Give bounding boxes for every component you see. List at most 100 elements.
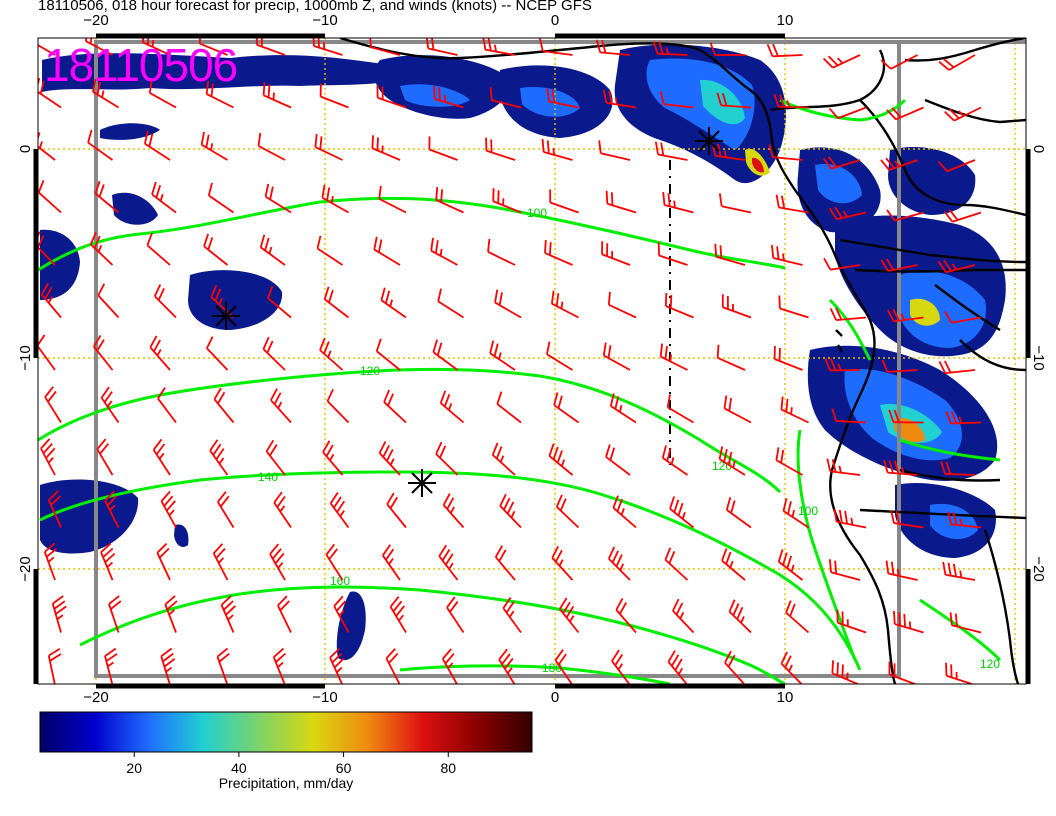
wind-barb [383,389,407,424]
wind-barb [269,543,286,581]
wind-barb [40,282,62,319]
wind-barb [380,287,407,319]
map-title: 18110506, 018 hour forecast for precip, … [38,0,592,14]
border-line [983,529,1020,684]
wind-barb [554,649,573,684]
wind-barb [886,209,924,222]
wind-barb [831,660,860,684]
wind-barb [716,344,746,371]
wind-barb [148,79,177,109]
wind-barb [721,294,752,319]
lat-tick-right: 0 [1030,145,1047,153]
wind-barb [160,490,177,528]
wind-barb [775,194,809,214]
wind-barb [38,132,56,161]
wind-barb [40,438,56,476]
wind-barb [880,54,918,70]
wind-barb [945,410,982,425]
wind-barb [888,661,918,684]
wind-barb [38,77,62,109]
wind-barb [92,78,119,109]
wind-barb [555,494,580,529]
wind-barb [880,157,918,171]
precip-area [174,524,189,547]
wind-barb [439,390,465,424]
wind-barb [97,283,120,319]
star-marker [212,302,240,330]
wind-barb [43,542,58,581]
wind-barb [499,493,522,529]
wind-barb [718,193,752,214]
wind-barb [108,595,122,633]
wind-barb [836,609,867,634]
precip-area [188,270,283,330]
wind-barb [44,386,62,423]
wind-barb [944,106,982,122]
wind-barb [38,231,56,266]
wind-barb [826,458,861,476]
wind-barb [831,408,867,424]
wind-barb [151,181,177,214]
colorbar-ticks: 20 40 60 80 [126,752,456,776]
wind-barb [886,106,924,121]
wind-barb [949,612,982,634]
wind-barb [220,595,236,633]
wind-barb [433,85,464,109]
wind-barb [937,159,976,173]
wind-barb [371,135,401,161]
lon-tick-bottom: −20 [83,689,108,706]
wind-barb [322,440,344,476]
wind-barb [435,441,459,476]
wind-barb [375,338,401,371]
wind-barb [213,387,235,424]
wind-barb [550,290,579,319]
wind-barb [544,240,573,266]
wind-barb [435,187,464,214]
wind-barb [724,650,746,684]
wind-barb [494,545,516,581]
wind-barb [602,342,631,371]
wind-barb [87,129,114,161]
wind-barb [146,232,171,266]
wind-barb [373,236,401,266]
wind-barb [937,259,976,274]
wind-barb [100,542,116,581]
wind-barb [84,38,113,56]
wind-barb [425,38,458,56]
wind-barb [718,446,746,476]
wind-barb [273,491,292,529]
island [835,329,844,353]
wind-barb [828,206,867,221]
wind-barb [482,38,516,56]
wind-barb [277,595,292,633]
wind-barb [164,595,178,633]
contour-label: 120 [360,364,380,378]
wind-barb [888,409,924,424]
wind-barb [389,596,407,633]
precip-area [752,157,764,173]
wind-barb [386,492,407,529]
contour-120 [38,367,782,494]
wind-barb [207,182,235,214]
colorbar-title: Precipitation, mm/day [218,775,354,791]
wind-barb [104,647,118,684]
wind-barb [329,492,350,529]
wind-barb [319,83,349,109]
wind-barb [662,191,694,214]
wind-barb [615,598,637,634]
wind-barb [262,336,286,371]
wind-barb [721,548,746,581]
wind-barbs [38,38,982,684]
wind-barb [775,447,803,476]
wind-barb [829,307,867,322]
wind-barb [316,235,343,266]
wind-barb [881,359,918,373]
wind-barb [325,543,344,581]
wind-barb [369,38,401,56]
wind-barb [385,648,401,684]
wind-barb [942,561,976,581]
precip-area [40,229,80,300]
wind-barb [714,243,746,266]
wind-barb [657,242,688,266]
wind-barb [548,443,574,476]
